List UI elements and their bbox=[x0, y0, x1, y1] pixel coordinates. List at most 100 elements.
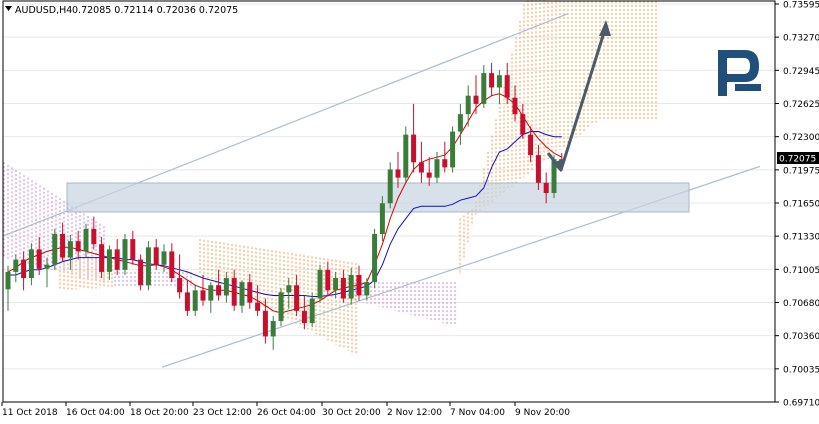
candle-body bbox=[356, 274, 362, 296]
candle-body bbox=[231, 278, 237, 306]
candle-body bbox=[177, 278, 183, 293]
candle-body bbox=[379, 203, 385, 234]
candle-body bbox=[372, 233, 378, 283]
candle-body bbox=[91, 228, 97, 245]
candle bbox=[520, 103, 526, 139]
candle-body bbox=[60, 233, 66, 258]
candle bbox=[317, 264, 323, 303]
forecast-arrow-path bbox=[546, 25, 608, 172]
candle bbox=[200, 274, 206, 306]
candle bbox=[270, 315, 276, 350]
price-axis[interactable]: 0.73595 0.73270 0.72945 0.72625 0.72300 0.719… bbox=[775, 1, 819, 409]
candle-body bbox=[551, 159, 557, 194]
candle bbox=[528, 126, 534, 163]
y-tick-label: 0.71650 bbox=[783, 200, 819, 210]
x-tick-label: 16 Oct 04:00 bbox=[66, 408, 125, 418]
candle bbox=[387, 162, 393, 209]
y-tick-label: 0.73595 bbox=[783, 1, 819, 11]
candle-body bbox=[184, 292, 190, 311]
x-tick-label: 2 Nov 12:00 bbox=[387, 408, 442, 418]
ichimoku-cloud bbox=[3, 0, 657, 355]
y-tick-label: 0.71005 bbox=[783, 266, 819, 276]
candle bbox=[130, 230, 136, 265]
x-tick-label: 30 Oct 20:00 bbox=[322, 408, 381, 418]
candle-body bbox=[153, 247, 159, 265]
y-tick-label: 0.70680 bbox=[783, 299, 819, 309]
candle bbox=[67, 235, 73, 270]
y-tick-label: 0.72625 bbox=[783, 100, 819, 110]
candle bbox=[457, 103, 463, 145]
support-zone bbox=[66, 182, 690, 213]
candle bbox=[489, 62, 495, 96]
candle bbox=[28, 243, 34, 286]
candle bbox=[450, 126, 456, 173]
y-tick-label: 0.70360 bbox=[783, 332, 819, 342]
candle bbox=[13, 254, 19, 283]
candle-body bbox=[75, 241, 81, 252]
chart-frame bbox=[2, 0, 776, 403]
x-tick-label: 23 Oct 12:00 bbox=[193, 408, 252, 418]
candle-body bbox=[67, 241, 73, 258]
candle-body bbox=[239, 282, 245, 306]
candle bbox=[138, 254, 144, 291]
candle bbox=[294, 274, 300, 316]
candle bbox=[5, 265, 11, 311]
y-tick-label: 0.72945 bbox=[783, 67, 819, 77]
candle bbox=[535, 144, 541, 190]
broker-logo bbox=[718, 50, 761, 96]
candle-body bbox=[348, 274, 354, 299]
candle-body bbox=[364, 282, 370, 296]
x-tick-label: 9 Nov 20:00 bbox=[515, 408, 570, 418]
candle-body bbox=[317, 269, 323, 299]
candle-body bbox=[309, 298, 315, 324]
candle bbox=[145, 241, 151, 291]
candle bbox=[348, 267, 354, 305]
candle bbox=[372, 228, 378, 289]
candle-body bbox=[130, 239, 136, 260]
candle-body bbox=[473, 95, 479, 104]
forecast-arrow-head bbox=[599, 20, 611, 36]
x-tick-label: 7 Nov 04:00 bbox=[450, 408, 505, 418]
y-tick-label: 0.73270 bbox=[783, 34, 819, 44]
candle-body bbox=[52, 233, 58, 265]
time-axis[interactable]: 11 Oct 2018 16 Oct 04:00 18 Oct 20:00 23 Oc… bbox=[1, 402, 570, 418]
candle bbox=[239, 280, 245, 313]
candle-body bbox=[325, 269, 331, 291]
candle-body bbox=[255, 302, 261, 311]
candle-body bbox=[145, 247, 151, 286]
candle-body bbox=[122, 239, 128, 270]
candle bbox=[481, 64, 487, 108]
symbol-label: AUDUSD,H4 bbox=[15, 5, 72, 16]
candle-body bbox=[36, 249, 42, 269]
y-tick-label: 0.71330 bbox=[783, 233, 819, 243]
candle bbox=[36, 237, 42, 275]
candle-body bbox=[208, 285, 214, 301]
candle bbox=[216, 269, 222, 301]
candle bbox=[44, 257, 50, 288]
candle bbox=[333, 271, 339, 299]
logo-bar bbox=[735, 84, 761, 91]
candle-body bbox=[114, 249, 120, 270]
candle-body bbox=[426, 172, 432, 178]
candle bbox=[309, 292, 315, 328]
candle-body bbox=[512, 97, 518, 115]
dropdown-triangle-icon[interactable] bbox=[5, 6, 12, 11]
candle-body bbox=[395, 169, 401, 178]
price-badge-label: 0.72075 bbox=[779, 155, 816, 165]
candle bbox=[356, 265, 362, 301]
candle bbox=[223, 271, 229, 303]
candle-body bbox=[340, 278, 346, 299]
candle-body bbox=[83, 228, 89, 252]
candle bbox=[153, 239, 159, 270]
candle bbox=[504, 62, 510, 104]
candle bbox=[418, 141, 424, 183]
candle-body bbox=[28, 249, 34, 279]
candle bbox=[340, 269, 346, 303]
candle-body bbox=[489, 73, 495, 88]
candle bbox=[379, 196, 385, 242]
candle-body bbox=[44, 264, 50, 269]
candle-body bbox=[301, 310, 307, 324]
candle bbox=[75, 230, 81, 260]
